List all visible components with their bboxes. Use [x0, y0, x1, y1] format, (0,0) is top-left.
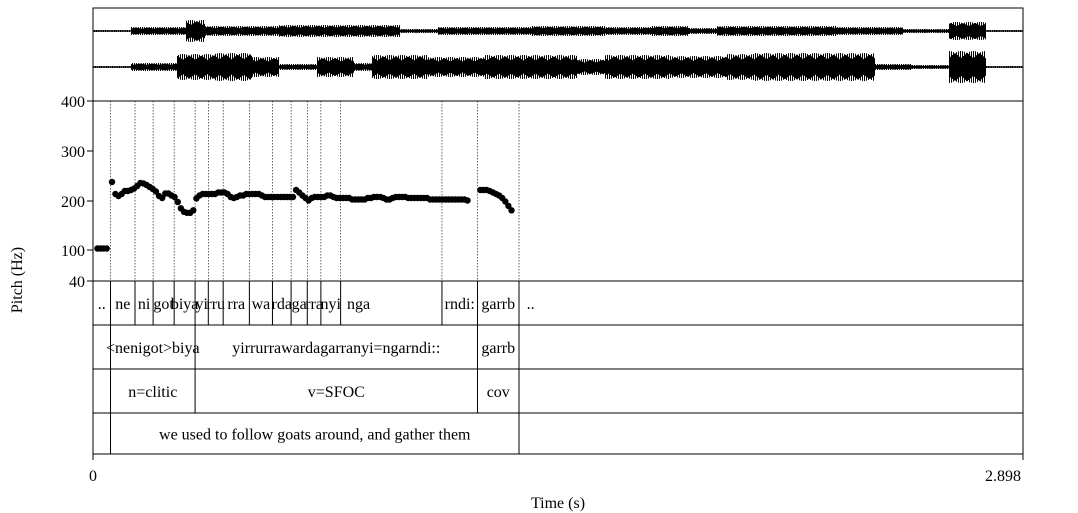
pitch-point [159, 194, 166, 202]
tier-label: ga [292, 296, 307, 313]
tier-label: biya [171, 296, 199, 313]
boundary-lines [110, 101, 520, 281]
tier-label: <nenigot>biya [106, 340, 200, 357]
pitch-track [94, 178, 515, 252]
tier-label: yirrurrawardagarranyi=ngarndi:: [232, 340, 440, 357]
waveform-channel-2 [93, 51, 1023, 83]
tier-label: rra [227, 296, 245, 313]
pitch-point [108, 178, 116, 186]
tier-label: cov [487, 384, 510, 401]
pitch-point [171, 193, 178, 201]
y-tick-label: 40 [69, 274, 85, 291]
pitch-point [103, 245, 110, 252]
y-tick-label: 200 [61, 194, 85, 211]
tier-label: rndi: [445, 296, 475, 313]
pitch-point [508, 207, 515, 214]
tier-label: got [153, 296, 174, 313]
tier-label: rru [206, 296, 225, 313]
y-tick-label: 400 [61, 94, 85, 111]
y-tick-label: 300 [61, 144, 85, 161]
waveform-panel [93, 20, 1023, 102]
y-tick-label: 100 [61, 243, 85, 260]
x-tick-label: 0 [89, 468, 97, 485]
tier-label: v=SFOC [308, 384, 365, 401]
tier-label: yi [195, 296, 208, 313]
tier-label: n=clitic [128, 384, 177, 401]
tier-label: .. [527, 296, 535, 313]
tier-label: garrb [481, 296, 515, 313]
tier-label: ni [138, 296, 151, 313]
pitch-point [190, 207, 197, 214]
tier-label: ne [115, 296, 130, 313]
x-axis-label: Time (s) [531, 495, 585, 512]
pitch-point [152, 188, 160, 195]
tier-label: nyi [321, 296, 342, 313]
pitch-point [464, 197, 471, 204]
x-tick-label: 2.898 [985, 468, 1021, 485]
pitch-point [289, 193, 297, 201]
tier-label: garrb [481, 340, 515, 357]
tier-label: rda [272, 296, 292, 313]
y-axis-label: Pitch (Hz) [9, 247, 26, 313]
plot-frame [92, 7, 1024, 455]
pitch-point [174, 198, 181, 206]
tier-label: wa [252, 296, 271, 313]
waveform-channel-1 [93, 20, 1023, 42]
tier-label: we used to follow goats around, and gath… [159, 427, 471, 444]
tier-label: nga [347, 296, 370, 313]
tier-label: .. [98, 296, 106, 313]
tier-label: rra [305, 296, 323, 313]
